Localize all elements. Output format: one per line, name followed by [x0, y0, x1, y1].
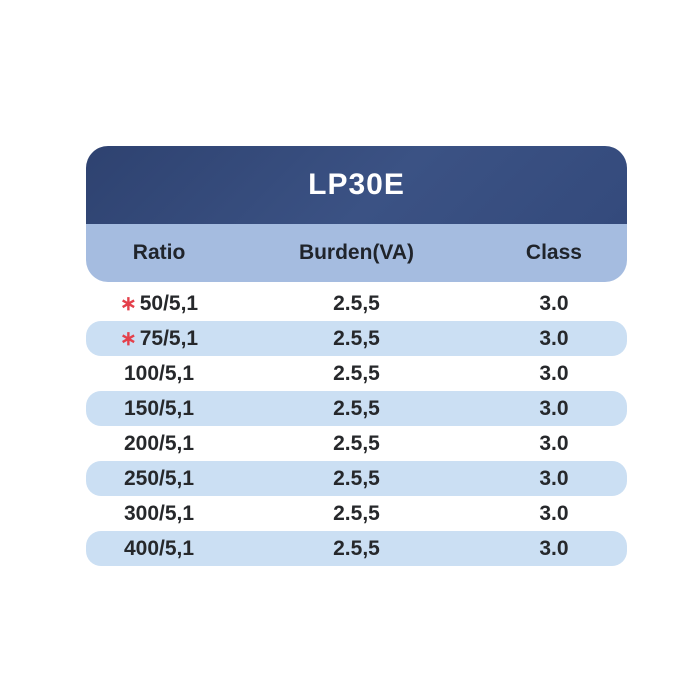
- ratio-value: 75/5,1: [139, 327, 199, 350]
- burden-cell: 2.5,5: [333, 397, 380, 420]
- table-row: ∗ 75/5,1 2.5,5 3.0: [86, 321, 627, 356]
- ratio-value: 300/5,1: [123, 502, 195, 525]
- ratio-cell: ∗ 75/5,1: [86, 328, 232, 349]
- column-header-burden: Burden(VA): [298, 241, 415, 264]
- ratio-value: 150/5,1: [123, 397, 195, 420]
- class-cell: 3.0: [539, 537, 569, 560]
- ratio-cell: 300/5,1: [86, 503, 232, 524]
- class-cell: 3.0: [539, 292, 569, 315]
- table-body: ∗ 50/5,1 2.5,5 3.0 ∗ 75/5,1 2.5,5 3.0 100/…: [86, 286, 627, 566]
- burden-cell: 2.5,5: [333, 502, 380, 525]
- class-cell: 3.0: [539, 502, 569, 525]
- ratio-value: 50/5,1: [139, 292, 199, 315]
- ratio-cell: 200/5,1: [86, 433, 232, 454]
- ratio-value: 250/5,1: [123, 467, 195, 490]
- table-row: 100/5,1 2.5,5 3.0: [86, 356, 627, 391]
- burden-cell: 2.5,5: [333, 362, 380, 385]
- burden-cell: 2.5,5: [333, 327, 380, 350]
- column-header-row: Ratio Burden(VA) Class: [86, 224, 627, 282]
- ratio-cell: 400/5,1: [86, 538, 232, 559]
- ratio-value: 100/5,1: [123, 362, 195, 385]
- table-title: LP30E: [308, 168, 405, 201]
- ratio-cell: 250/5,1: [86, 468, 232, 489]
- ratio-value: 200/5,1: [123, 432, 195, 455]
- class-cell: 3.0: [539, 362, 569, 385]
- class-cell: 3.0: [539, 397, 569, 420]
- table-row: 400/5,1 2.5,5 3.0: [86, 531, 627, 566]
- burden-cell: 2.5,5: [333, 432, 380, 455]
- ratio-cell: ∗ 50/5,1: [86, 293, 232, 314]
- class-cell: 3.0: [539, 327, 569, 350]
- table-row: 300/5,1 2.5,5 3.0: [86, 496, 627, 531]
- burden-cell: 2.5,5: [333, 467, 380, 490]
- table-row: 200/5,1 2.5,5 3.0: [86, 426, 627, 461]
- table-row: ∗ 50/5,1 2.5,5 3.0: [86, 286, 627, 321]
- asterisk-icon: ∗: [119, 327, 137, 350]
- table-title-bar: LP30E: [86, 146, 627, 224]
- class-cell: 3.0: [539, 432, 569, 455]
- asterisk-icon: ∗: [119, 292, 137, 315]
- burden-cell: 2.5,5: [333, 537, 380, 560]
- table-row: 250/5,1 2.5,5 3.0: [86, 461, 627, 496]
- ratio-value: 400/5,1: [123, 537, 195, 560]
- table-row: 150/5,1 2.5,5 3.0: [86, 391, 627, 426]
- spec-table: LP30E Ratio Burden(VA) Class ∗ 50/5,1 2.5…: [86, 146, 627, 566]
- column-header-ratio: Ratio: [132, 241, 186, 264]
- ratio-cell: 100/5,1: [86, 363, 232, 384]
- column-header-class: Class: [525, 241, 582, 264]
- class-cell: 3.0: [539, 467, 569, 490]
- ratio-cell: 150/5,1: [86, 398, 232, 419]
- burden-cell: 2.5,5: [333, 292, 380, 315]
